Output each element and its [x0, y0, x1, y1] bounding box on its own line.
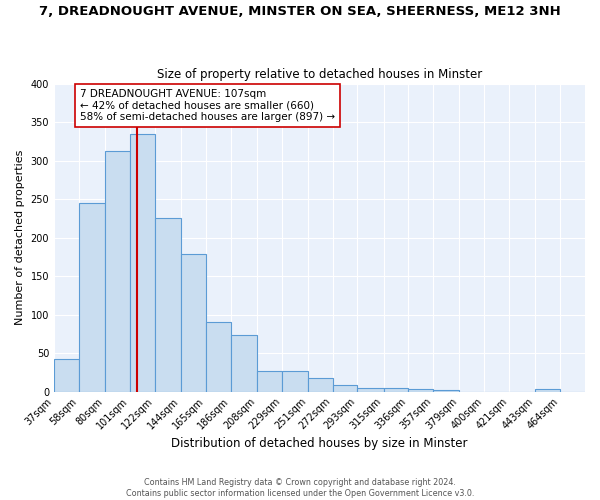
Bar [409, 390, 433, 392]
Bar [206, 322, 230, 392]
Y-axis label: Number of detached properties: Number of detached properties [15, 150, 25, 326]
Bar [383, 388, 409, 392]
Bar [358, 388, 383, 392]
Bar [332, 384, 358, 392]
Bar [105, 150, 130, 392]
Bar [308, 378, 332, 392]
Bar [281, 371, 308, 392]
Bar [181, 254, 206, 392]
Bar [79, 203, 105, 392]
Bar [230, 334, 257, 392]
X-axis label: Distribution of detached houses by size in Minster: Distribution of detached houses by size … [171, 437, 468, 450]
Title: Size of property relative to detached houses in Minster: Size of property relative to detached ho… [157, 68, 482, 81]
Text: Contains HM Land Registry data © Crown copyright and database right 2024.
Contai: Contains HM Land Registry data © Crown c… [126, 478, 474, 498]
Bar [130, 134, 155, 392]
Text: 7 DREADNOUGHT AVENUE: 107sqm
← 42% of detached houses are smaller (660)
58% of s: 7 DREADNOUGHT AVENUE: 107sqm ← 42% of de… [80, 89, 335, 122]
Bar [257, 371, 281, 392]
Bar [535, 388, 560, 392]
Bar [433, 390, 460, 392]
Text: 7, DREADNOUGHT AVENUE, MINSTER ON SEA, SHEERNESS, ME12 3NH: 7, DREADNOUGHT AVENUE, MINSTER ON SEA, S… [39, 5, 561, 18]
Bar [54, 359, 79, 392]
Bar [155, 218, 181, 392]
